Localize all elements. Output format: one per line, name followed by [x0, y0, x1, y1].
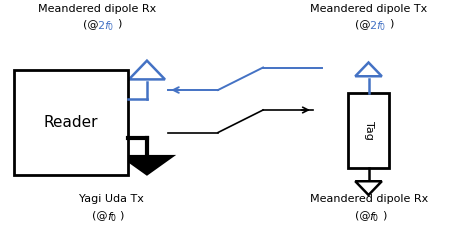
Text: ): ) — [382, 210, 386, 220]
Text: Meandered dipole Rx: Meandered dipole Rx — [38, 4, 156, 14]
Bar — [14, 70, 128, 175]
Text: ): ) — [389, 19, 393, 29]
Polygon shape — [355, 181, 382, 195]
Polygon shape — [129, 61, 165, 80]
Text: Yagi Uda Tx: Yagi Uda Tx — [79, 194, 144, 204]
Text: (@: (@ — [355, 19, 374, 29]
Text: (@: (@ — [355, 210, 374, 220]
Polygon shape — [124, 157, 170, 173]
Text: (@: (@ — [83, 19, 102, 29]
Text: ): ) — [118, 19, 122, 29]
Text: Meandered dipole Rx: Meandered dipole Rx — [310, 194, 428, 204]
Polygon shape — [355, 62, 382, 76]
Text: $f_0$: $f_0$ — [369, 210, 379, 224]
Text: Meandered dipole Tx: Meandered dipole Tx — [310, 4, 428, 14]
Text: Tag: Tag — [364, 120, 374, 140]
Text: Reader: Reader — [44, 115, 98, 130]
Text: (@: (@ — [92, 210, 111, 220]
Bar — [348, 92, 389, 168]
Text: $2f_0$: $2f_0$ — [97, 19, 115, 32]
Text: $f_0$: $f_0$ — [107, 210, 117, 224]
Text: $2f_0$: $2f_0$ — [369, 19, 386, 32]
Text: ): ) — [119, 210, 124, 220]
